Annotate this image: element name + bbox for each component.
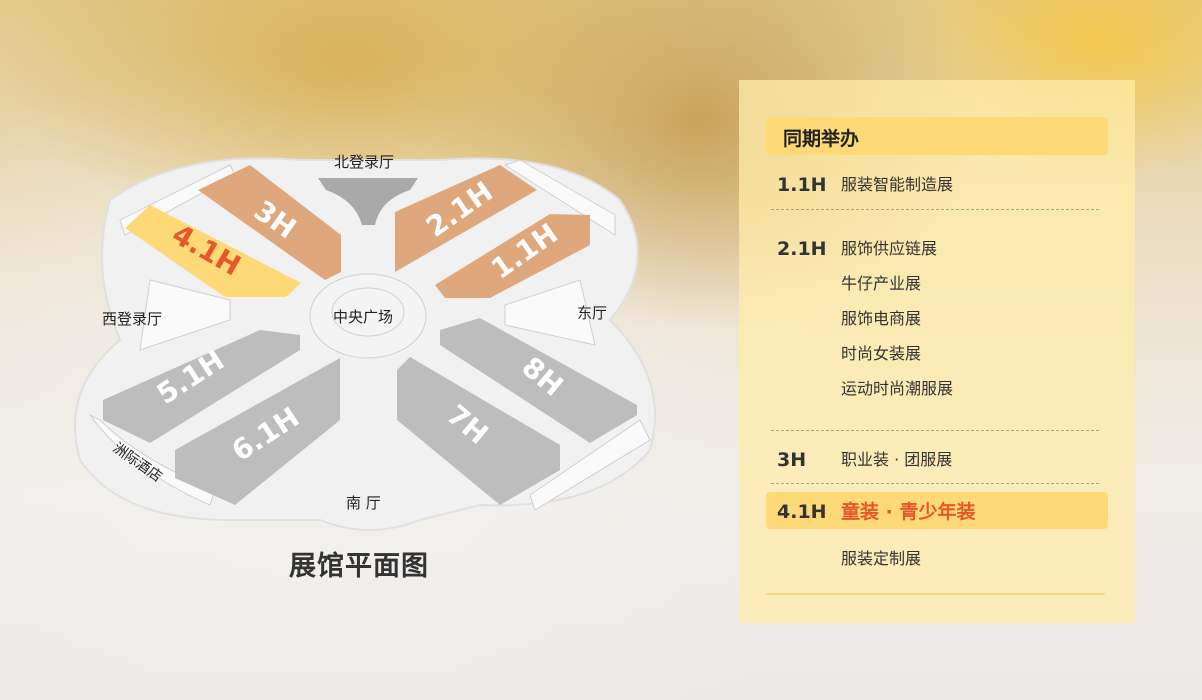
event-row-4-1h: 4.1H 童装 · 青少年装 [777,501,975,536]
hall-number [777,548,841,583]
divider [771,430,1099,431]
event-item: 牛仔产业展 [841,274,922,293]
event-item: 时尚女装展 [841,344,922,363]
event-row-3h: 3H 职业装 · 团服展 [777,449,952,484]
hall-number: 3H [777,449,807,471]
event-row-2-1h: 2.1H 服饰供应链展 牛仔产业展 服饰电商展 时尚女装展 运动时尚潮服展 [777,238,953,413]
event-item: 运动时尚潮服展 [841,379,954,398]
hall-5-1h-shape [103,330,300,443]
floorplan-title: 展馆平面图 [289,551,429,582]
north-lobby-shape [318,178,418,225]
hotel-shape [89,414,216,506]
hall-2-1h-shape [395,165,537,272]
west-lobby-shape [139,279,231,351]
west-lobby-label: 西登录厅 [102,310,162,328]
hall-4-1h-shape [125,205,301,297]
hall-6-1h-shape [175,358,340,505]
floorplan-map: 3H 4.1H 2.1H 1.1H 5.1H 6.1H 7H 8H 北登录厅 西… [74,153,656,531]
hall-number: 4.1H [777,501,827,523]
north-lobby-label: 北登录厅 [334,153,394,171]
concurrent-events-panel: 同期举办 1.1H 服装智能制造展 2.1H 服饰供应链展 牛仔产业展 服饰电商… [739,80,1135,623]
event-row-1-1h: 1.1H 服装智能制造展 [777,174,953,209]
event-item-highlighted: 童装 · 青少年装 [841,501,976,523]
hall-1-1h-shape [435,214,590,298]
hall-8h-shape [440,318,637,443]
divider [771,209,1099,210]
east-lobby-label: 东厅 [577,304,607,322]
hall-number: 1.1H [777,174,827,196]
hall-3h-shape [198,165,341,280]
se-wing-shape [529,419,651,511]
east-lobby-shape [504,279,596,346]
divider [771,483,1099,484]
central-plaza-label: 中央广场 [333,308,393,326]
hall-shapes [103,165,637,505]
event-item: 服饰供应链展 [841,239,938,258]
event-item: 服饰电商展 [841,309,922,328]
hall-number: 2.1H [777,238,827,260]
highlight-bar [766,492,1108,529]
event-item: 服装定制展 [841,549,922,568]
event-row-custom: 服装定制展 [777,548,921,583]
south-lobby-label: 南 厅 [346,494,381,512]
event-item: 职业装 · 团服展 [841,450,953,469]
bottom-line [766,593,1105,595]
panel-title: 同期举办 [766,117,1108,155]
hall-7h-shape [397,357,560,505]
event-item: 服装智能制造展 [841,175,954,194]
